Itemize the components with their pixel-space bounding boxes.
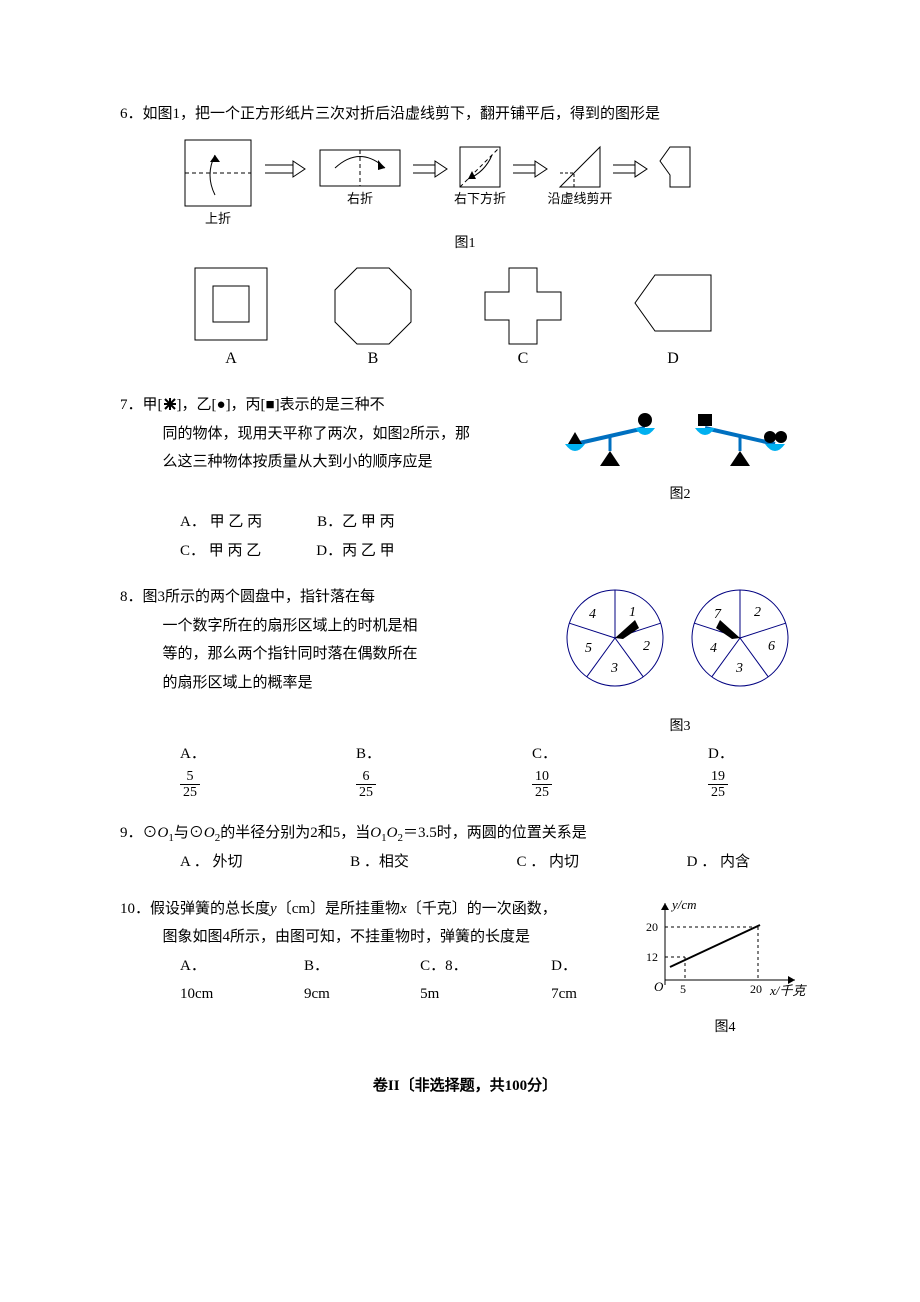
q9-opt-b: B ．相交 <box>350 848 409 877</box>
q10-line1: 10．假设弹簧的总长度y〔cm〕是所挂重物x〔千克〕的一次函数， <box>120 895 640 924</box>
q9-text: 9．⊙O1与⊙O2的半径分别为2和5，当O1O2＝3.5时，两圆的位置关系是 <box>120 819 810 849</box>
svg-text:3: 3 <box>735 661 743 676</box>
svg-text:5: 5 <box>585 641 592 656</box>
svg-text:C: C <box>518 350 529 367</box>
q8-line2: 一个数字所在的扇形区域上的时机是相 <box>120 612 550 641</box>
q8-line1: 8．图3所示的两个圆盘中，指针落在每 <box>120 583 550 612</box>
svg-text:6: 6 <box>768 639 775 654</box>
svg-text:20: 20 <box>750 982 762 996</box>
q8-opt-a: A．525 <box>180 740 280 800</box>
q10-opt-a: A．10cm <box>180 952 236 1009</box>
q7-options: A． 甲 乙 丙 B．乙 甲 丙 C． 甲 丙 乙 D．丙 乙 甲 <box>120 508 810 565</box>
svg-text:右折: 右折 <box>347 191 373 206</box>
q10-figlabel: 图4 <box>640 1015 810 1042</box>
q10-line2: 图象如图4所示，由图可知，不挂重物时，弹簧的长度是 <box>120 923 640 952</box>
q8-opt-c: C．1025 <box>532 740 632 800</box>
svg-text:4: 4 <box>710 641 717 656</box>
q10-graph: y/cm x/千克 O 12 20 5 20 <box>640 895 810 1005</box>
svg-text:A: A <box>225 350 237 367</box>
svg-text:B: B <box>368 350 379 367</box>
question-10: 10．假设弹簧的总长度y〔cm〕是所挂重物x〔千克〕的一次函数， 图象如图4所示… <box>120 895 810 1042</box>
q10-opt-b: B．9cm <box>304 952 352 1009</box>
svg-text:x/千克: x/千克 <box>769 983 807 998</box>
q8-options: A．525 B．625 C．1025 D．1925 <box>120 740 810 800</box>
q7-opt-d: D．丙 乙 甲 <box>316 537 394 566</box>
q6-text: 6．如图1，把一个正方形纸片三次对折后沿虚线剪下，翻开铺平后，得到的图形是 <box>120 100 810 129</box>
svg-text:O: O <box>654 979 664 994</box>
question-8: 8．图3所示的两个圆盘中，指针落在每 一个数字所在的扇形区域上的时机是相 等的，… <box>120 583 810 800</box>
svg-text:7: 7 <box>714 607 722 622</box>
q9-opt-a: A ． 外切 <box>180 848 243 877</box>
q7-opt-c: C． 甲 丙 乙 <box>180 537 261 566</box>
q7-line1: 7．甲[]，乙[●]，丙[■]表示的是三种不 <box>120 391 550 420</box>
svg-text:20: 20 <box>646 920 658 934</box>
q6-figlabel: 图1 <box>120 231 810 258</box>
svg-text:4: 4 <box>589 607 596 622</box>
q7-line3: 么这三种物体按质量从大到小的顺序应是 <box>120 448 550 477</box>
svg-text:1: 1 <box>629 605 636 620</box>
q10-options: A．10cm B．9cm C．8．5m D．7cm <box>120 952 640 1009</box>
svg-text:2: 2 <box>754 605 761 620</box>
q7-line2: 同的物体，现用天平称了两次，如图2所示，那 <box>120 420 550 449</box>
svg-text:D: D <box>667 350 679 367</box>
q7-opt-b: B．乙 甲 丙 <box>317 508 395 537</box>
q7-opt-a: A． 甲 乙 丙 <box>180 508 262 537</box>
q8-line3: 等的，那么两个指针同时落在偶数所在 <box>120 640 550 669</box>
q10-opt-d: D．7cm <box>551 952 600 1009</box>
question-7: 7．甲[]，乙[●]，丙[■]表示的是三种不 同的物体，现用天平称了两次，如图2… <box>120 391 810 565</box>
q9-options: A ． 外切 B ．相交 C ． 内切 D ． 内含 <box>120 848 810 877</box>
q6-options-shapes: A B C D <box>165 263 765 373</box>
q7-figlabel: 图2 <box>550 482 810 509</box>
q8-wheels-diagram: 1 2 3 5 4 2 6 3 <box>550 583 810 703</box>
q8-opt-d: D．1925 <box>708 740 808 800</box>
q8-figlabel: 图3 <box>550 714 810 741</box>
svg-text:上折: 上折 <box>205 211 231 225</box>
svg-text:沿虚线剪开: 沿虚线剪开 <box>547 191 612 206</box>
q9-opt-c: C ． 内切 <box>517 848 580 877</box>
svg-text:12: 12 <box>646 950 658 964</box>
q8-opt-b: B．625 <box>356 740 456 800</box>
svg-text:3: 3 <box>610 661 618 676</box>
q7-balance-diagram <box>550 391 810 471</box>
svg-text:y/cm: y/cm <box>670 897 697 912</box>
svg-text:2: 2 <box>643 639 650 654</box>
q10-opt-c: C．8．5m <box>420 952 483 1009</box>
question-9: 9．⊙O1与⊙O2的半径分别为2和5，当O1O2＝3.5时，两圆的位置关系是 A… <box>120 819 810 877</box>
question-6: 6．如图1，把一个正方形纸片三次对折后沿虚线剪下，翻开铺平后，得到的图形是 上折… <box>120 100 810 373</box>
section-2-header: 卷II〔非选择题，共100分〕 <box>120 1072 810 1101</box>
q9-opt-d: D ． 内含 <box>687 848 750 877</box>
svg-text:5: 5 <box>680 982 686 996</box>
svg-text:右下方折: 右下方折 <box>454 191 506 206</box>
q8-line4: 的扇形区域上的概率是 <box>120 669 550 698</box>
q6-fold-diagram: 上折 右折 右下方折 沿虚线剪开 <box>165 135 765 225</box>
